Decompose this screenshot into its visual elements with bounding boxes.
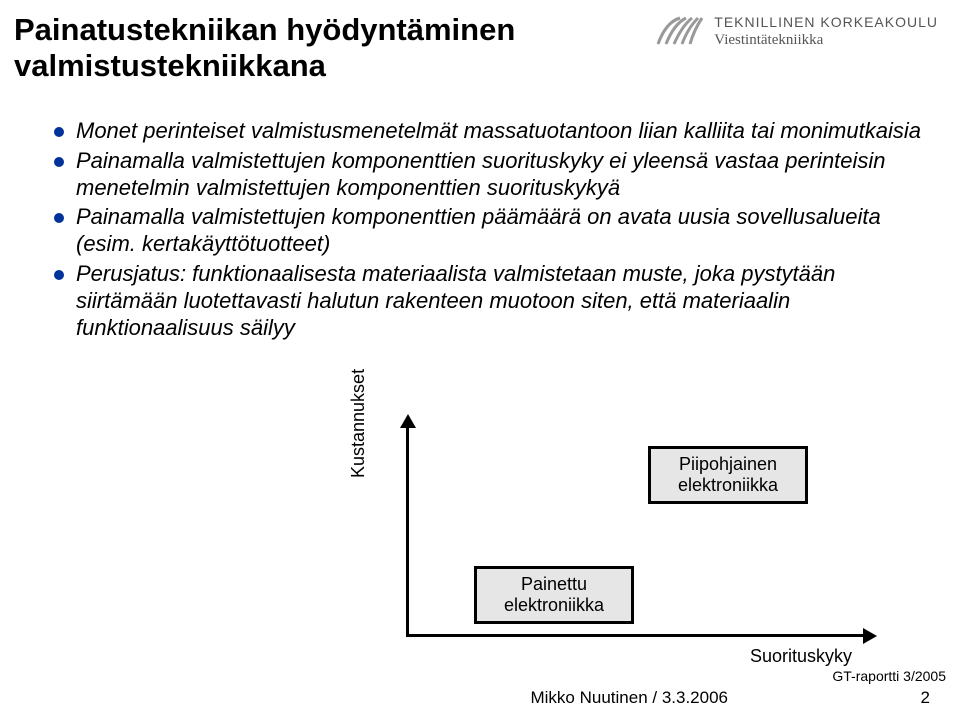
chart: Kustannukset Suorituskyky Piipohjainen e… <box>340 418 900 676</box>
chart-box-top: Piipohjainen elektroniikka <box>648 446 808 504</box>
bullet-item: Perusjatus: funktionaalisesta materiaali… <box>54 261 924 341</box>
chart-box-bottom-l2: elektroniikka <box>504 595 604 616</box>
x-axis-arrow-icon <box>863 628 877 644</box>
org-name-bottom: Viestintätekniikka <box>714 32 938 49</box>
footer-page-number: 2 <box>921 688 930 708</box>
chart-box-top-l1: Piipohjainen <box>679 454 777 475</box>
bullet-list: Monet perinteiset valmistusmenetelmät ma… <box>54 118 924 345</box>
x-axis-label: Suorituskyky <box>750 646 852 667</box>
chart-box-bottom: Painettu elektroniikka <box>474 566 634 624</box>
slide-title: Painatustekniikan hyödyntäminen valmistu… <box>14 12 574 83</box>
org-name-top: TEKNILLINEN KORKEAKOULU <box>714 14 938 30</box>
x-axis-line <box>406 634 866 637</box>
bullet-item: Painamalla valmistettujen komponenttien … <box>54 148 924 202</box>
stripes-icon <box>656 14 704 53</box>
source-citation: GT-raportti 3/2005 <box>832 668 946 684</box>
title-line-2: valmistustekniikkana <box>14 48 574 84</box>
bullet-item: Monet perinteiset valmistusmenetelmät ma… <box>54 118 924 145</box>
chart-box-top-l2: elektroniikka <box>678 475 778 496</box>
title-line-1: Painatustekniikan hyödyntäminen <box>14 12 574 48</box>
slide: Painatustekniikan hyödyntäminen valmistu… <box>0 0 960 716</box>
y-axis-line <box>406 422 409 637</box>
bullet-item: Painamalla valmistettujen komponenttien … <box>54 204 924 258</box>
footer-author-date: Mikko Nuutinen / 3.3.2006 <box>530 688 728 708</box>
logo-block: TEKNILLINEN KORKEAKOULU Viestintätekniik… <box>618 14 938 53</box>
chart-box-bottom-l1: Painettu <box>521 574 587 595</box>
y-axis-label: Kustannukset <box>348 369 369 478</box>
